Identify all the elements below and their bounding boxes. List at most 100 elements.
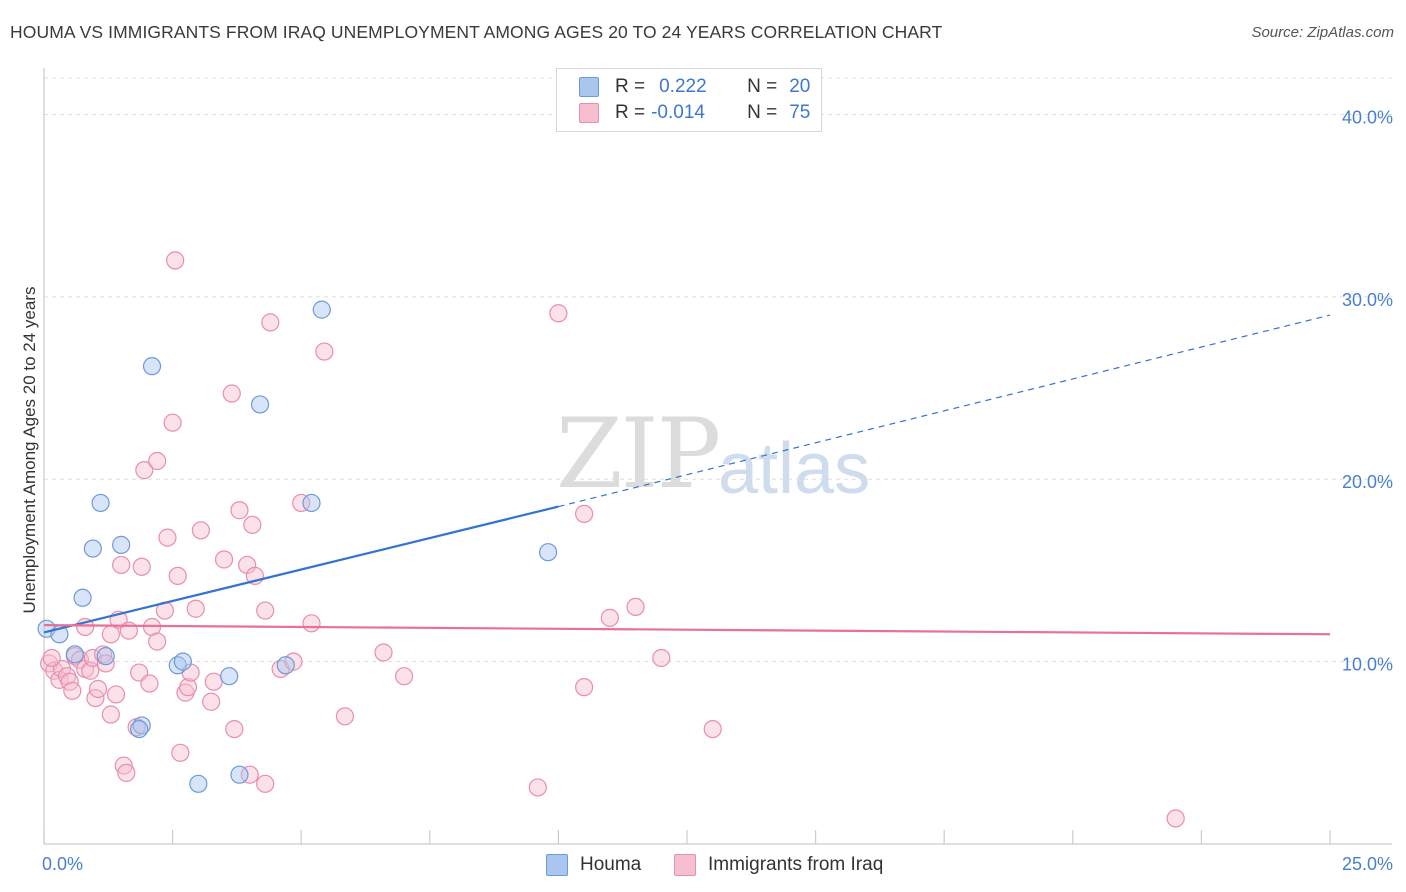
x-tick-label-end: 25.0% (1342, 854, 1393, 874)
iraq-point (186, 599, 205, 618)
iraq-n-value: 75 (789, 102, 811, 123)
axis-layer (43, 68, 1392, 845)
iraq-point (114, 756, 133, 775)
houma-point (312, 300, 331, 319)
trend-layer (43, 314, 1331, 636)
iraq-point (42, 648, 61, 668)
iraq-legend-label: Immigrants from Iraq (708, 854, 884, 875)
iraq-point (374, 643, 393, 662)
x-tick-label-start: 0.0% (42, 854, 83, 874)
houma-legend-label: Houma (580, 854, 642, 875)
houma-n-label: N = (747, 76, 778, 97)
iraq-point (652, 648, 671, 668)
iraq-point (528, 778, 547, 797)
y-tick-label: 30.0% (1342, 290, 1393, 310)
iraq-point (117, 763, 136, 782)
points-layer (37, 251, 1185, 828)
houma-n-value: 20 (789, 76, 811, 97)
watermark-atlas: atlas (718, 429, 871, 509)
iraq-point (315, 342, 334, 361)
iraq-point (101, 705, 120, 724)
y-tick-label: 40.0% (1342, 107, 1393, 127)
iraq-point (106, 685, 126, 704)
iraq-r-value: -0.014 (651, 102, 705, 123)
iraq-r-label: R = (615, 102, 646, 123)
iraq-point (204, 672, 223, 691)
iraq-point (335, 707, 355, 726)
iraq-point (158, 528, 177, 547)
iraq-point (626, 597, 645, 617)
iraq-n-label: N = (747, 102, 778, 123)
iraq-point (549, 304, 568, 323)
iraq-point (575, 678, 594, 697)
iraq-point (600, 608, 619, 627)
chart-title: HOUMA VS IMMIGRANTS FROM IRAQ UNEMPLOYME… (10, 22, 943, 42)
houma-trend-line (43, 505, 559, 634)
y-tick-label: 20.0% (1342, 472, 1393, 492)
iraq-point (140, 674, 159, 693)
iraq-point (261, 313, 280, 332)
iraq-point (135, 461, 154, 480)
houma-point (83, 539, 102, 558)
source-credit: Source: ZipAtlas.com (1251, 24, 1394, 41)
iraq-legend-swatch (674, 854, 696, 876)
iraq-point (112, 555, 131, 575)
houma-point (65, 645, 84, 664)
tick-label-layer: 10.0% 20.0% 30.0% 40.0% 0.0% 25.0% (42, 107, 1393, 874)
houma-point (73, 588, 92, 607)
iraq-swatch (579, 103, 599, 123)
houma-point (142, 357, 162, 376)
iraq-point (168, 566, 187, 586)
iraq-point (575, 504, 594, 523)
houma-trend-extension (558, 314, 1331, 508)
houma-point (539, 543, 558, 562)
iraq-point (88, 679, 108, 699)
houma-point (112, 535, 131, 554)
iraq-point (202, 692, 221, 711)
iraq-point (703, 719, 722, 739)
iraq-point (222, 384, 241, 403)
houma-point (250, 395, 270, 414)
houma-legend-swatch (546, 854, 568, 876)
houma-point (130, 719, 149, 739)
houma-point (189, 774, 208, 793)
houma-swatch (579, 77, 599, 97)
houma-point (173, 652, 192, 671)
iraq-point (63, 681, 82, 700)
iraq-point (148, 451, 167, 471)
iraq-point (166, 251, 185, 270)
bottom-legend-iraq: Immigrants from Iraq (674, 852, 883, 878)
iraq-point (96, 654, 115, 673)
legend-row-iraq: R = -0.014 N = 75 (579, 100, 810, 126)
iraq-point (302, 614, 321, 633)
houma-r-label: R = (615, 76, 646, 97)
y-axis-label: Unemployment Among Ages 20 to 24 years (20, 286, 39, 614)
iraq-point (394, 667, 414, 686)
iraq-point (214, 550, 234, 569)
correlation-legend: R = 0.222 N = 20 R = -0.014 N = 75 (556, 68, 822, 132)
watermark-zip: ZIP (556, 398, 721, 510)
iraq-point (132, 557, 151, 576)
houma-r-value: 0.222 (659, 76, 707, 97)
iraq-point (243, 515, 262, 534)
houma-point (220, 667, 239, 686)
houma-point (91, 493, 110, 513)
iraq-point (240, 765, 259, 784)
iraq-point (292, 493, 311, 513)
houma-point (302, 493, 321, 513)
iraq-point (191, 521, 210, 540)
houma-point (276, 656, 295, 675)
iraq-point (230, 501, 249, 520)
iraq-point (256, 774, 275, 793)
y-tick-label: 10.0% (1342, 655, 1393, 675)
iraq-point (1166, 809, 1185, 828)
iraq-trend-line (43, 624, 1331, 636)
bottom-legend-houma: Houma (546, 852, 641, 878)
iraq-point (148, 632, 167, 651)
legend-row-houma: R = 0.222 N = 20 (579, 74, 810, 100)
iraq-point (163, 413, 182, 432)
iraq-point (171, 743, 190, 762)
iraq-point (178, 678, 198, 697)
iraq-point (225, 719, 244, 739)
